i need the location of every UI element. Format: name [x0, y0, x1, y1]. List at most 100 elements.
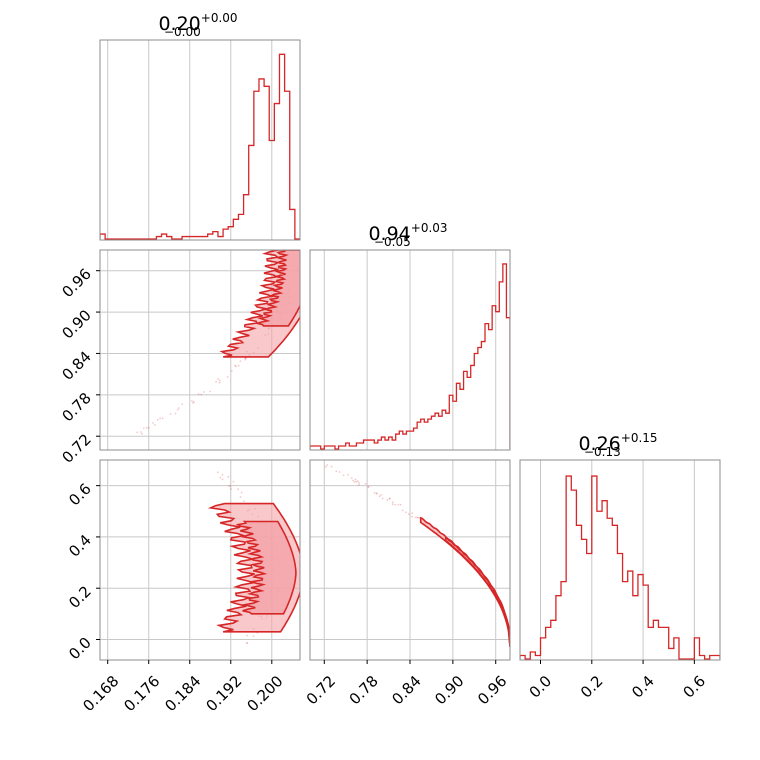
- sample-point: [391, 503, 394, 506]
- y-tick-label: 0.96: [58, 265, 94, 301]
- panel-title-0: 0.20+0.00 −0.00: [158, 11, 237, 39]
- sample-point: [216, 471, 219, 474]
- sample-point: [226, 376, 229, 378]
- sample-point: [411, 512, 414, 514]
- sample-point: [367, 485, 370, 488]
- sample-point: [228, 484, 231, 487]
- sample-point: [354, 478, 357, 481]
- sample-point: [391, 501, 394, 504]
- x-tick-label: 0.184: [161, 672, 204, 715]
- sample-point: [169, 413, 172, 415]
- sample-point: [388, 497, 391, 500]
- panel-title-2: 0.26+0.15 −0.13: [578, 431, 657, 459]
- sample-point: [416, 516, 419, 519]
- sample-point: [227, 475, 230, 478]
- contour-panel-01-frame: [99, 249, 301, 451]
- sample-point: [330, 465, 333, 468]
- contour-level-1: [235, 520, 297, 615]
- sample-point: [397, 503, 400, 506]
- sample-point: [352, 479, 354, 482]
- contour-level-1: [253, 250, 300, 327]
- sample-point: [414, 516, 417, 519]
- sample-point: [140, 431, 142, 433]
- title-plus-error: +0.15: [621, 431, 658, 445]
- sample-point: [218, 379, 221, 382]
- sample-point: [136, 431, 139, 434]
- contour-panel-01: [100, 250, 300, 450]
- y-tick-label: 0.6: [65, 480, 95, 510]
- sample-point: [246, 642, 248, 644]
- x-tick-label: 0.0: [526, 672, 556, 702]
- x-tick-label: 0.6: [680, 672, 710, 702]
- sample-point: [234, 364, 236, 367]
- sample-point: [364, 482, 367, 485]
- histogram-panel-1-frame: [309, 249, 511, 451]
- contour-panel-12: [310, 460, 510, 660]
- sample-point: [252, 635, 255, 638]
- sample-point: [221, 478, 224, 481]
- x-tick-label: 0.192: [202, 672, 245, 715]
- sample-point: [353, 481, 356, 483]
- sample-point: [156, 418, 159, 421]
- sample-point: [218, 381, 221, 384]
- sample-point: [405, 511, 408, 514]
- sample-point: [174, 412, 177, 415]
- sample-point: [243, 500, 245, 502]
- x-tick-label: 0.72: [303, 672, 339, 708]
- sample-point: [145, 426, 148, 429]
- sample-point: [378, 495, 381, 498]
- sample-point: [239, 496, 242, 498]
- title-minus-error: −0.05: [374, 235, 411, 249]
- sample-point: [401, 509, 404, 512]
- sample-point: [386, 499, 389, 501]
- title-value: 0.94: [368, 223, 410, 245]
- sample-point: [161, 417, 164, 420]
- sample-point: [394, 503, 397, 506]
- histogram-panel-2: [520, 460, 720, 660]
- sample-point: [246, 642, 249, 645]
- sample-point: [141, 432, 143, 435]
- sample-point: [153, 424, 156, 426]
- sample-point: [355, 480, 358, 483]
- x-tick-label: 0.90: [431, 672, 467, 708]
- x-tick-label: 0.84: [388, 672, 424, 708]
- y-tick-label: 0.4: [65, 531, 95, 561]
- sample-point: [177, 407, 180, 410]
- sample-point: [380, 494, 382, 496]
- sample-point: [347, 473, 349, 476]
- y-tick-label: 0.72: [58, 430, 94, 466]
- sample-point: [399, 503, 402, 506]
- sample-point: [335, 470, 338, 473]
- histogram-step-line: [520, 475, 720, 660]
- histogram-panel-0: [100, 40, 300, 240]
- title-plus-error: +0.00: [201, 11, 238, 25]
- y-tick-label: 0.90: [58, 306, 94, 342]
- sample-point: [357, 480, 359, 483]
- sample-point: [192, 400, 195, 403]
- title-value: 0.26: [578, 433, 620, 455]
- sample-point: [229, 488, 232, 490]
- sample-point: [388, 497, 391, 500]
- panel-title-1: 0.94+0.03 −0.05: [368, 221, 447, 249]
- sample-point: [142, 427, 145, 430]
- histogram-step-line: [100, 53, 300, 240]
- sample-point: [176, 408, 179, 411]
- sample-point: [237, 364, 240, 367]
- y-tick-label: 0.84: [58, 348, 94, 384]
- sample-point: [197, 393, 200, 396]
- sample-point: [217, 378, 220, 380]
- title-minus-error: −0.00: [164, 25, 201, 39]
- sample-point: [338, 471, 341, 473]
- sample-point: [342, 474, 345, 477]
- histogram-panel-2-frame: [519, 459, 721, 661]
- sample-point: [408, 513, 410, 515]
- sample-point: [381, 497, 384, 500]
- sample-point: [230, 369, 233, 372]
- histogram-panel-0-frame: [99, 39, 301, 241]
- contour-panel-02: [100, 460, 300, 660]
- x-tick-label: 0.168: [79, 672, 122, 715]
- sample-point: [417, 516, 420, 519]
- sample-point: [358, 481, 361, 484]
- y-tick-label: 0.2: [65, 582, 95, 612]
- sample-point: [232, 480, 235, 483]
